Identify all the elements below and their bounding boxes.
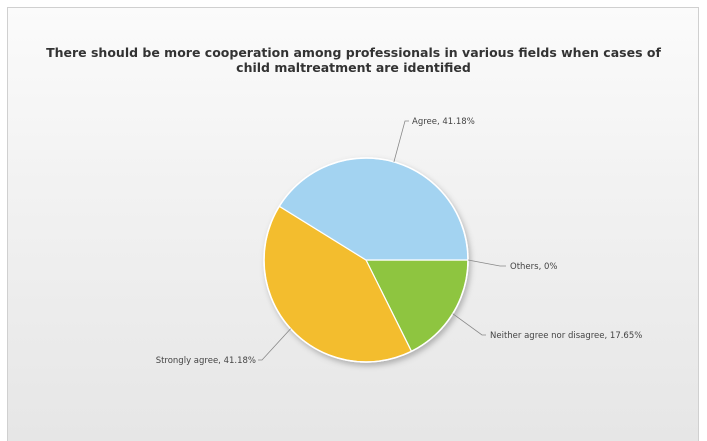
- leader-line-agree: [393, 120, 409, 162]
- pie-label-agree: Agree, 41.18%: [412, 117, 475, 127]
- pie-slices: [263, 157, 469, 363]
- pie-labels: Others, 0% Neither agree nor disagree, 17…: [156, 117, 643, 366]
- chart-title-line-1: There should be more cooperation among p…: [46, 45, 661, 60]
- leader-line-neither-agree-nor-disagree: [452, 313, 486, 336]
- leader-line-strongly-agree: [258, 328, 291, 361]
- pie-leader-lines: [258, 120, 506, 361]
- chart-title: There should be more cooperation among p…: [0, 45, 707, 75]
- pie-label-others: Others, 0%: [510, 262, 557, 272]
- pie-label-neither-agree-nor-disagree: Neither agree nor disagree, 17.65%: [490, 331, 642, 341]
- leader-line-others: [467, 259, 506, 267]
- pie-label-strongly-agree: Strongly agree, 41.18%: [156, 356, 256, 366]
- chart-title-line-2: child maltreatment are identified: [236, 60, 471, 75]
